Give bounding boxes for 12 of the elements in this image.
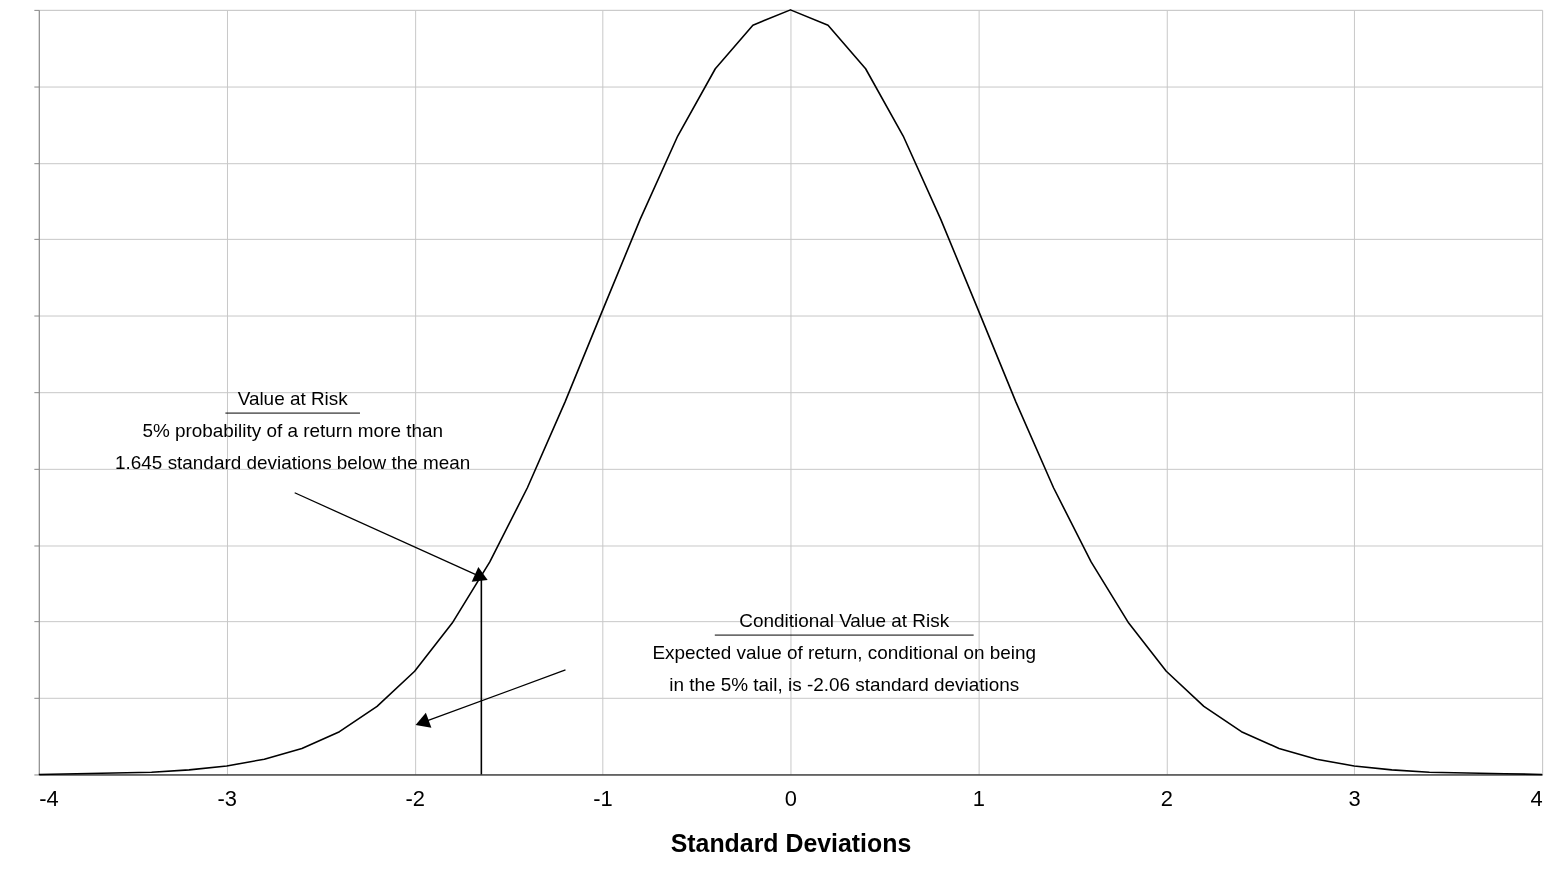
- x-tick-label: -2: [405, 785, 425, 811]
- annotation: Conditional Value at Risk Expected value of return, conditional on being in the 5% tail, is -2.06 standard deviations: [652, 610, 1037, 695]
- x-tick-label: 2: [1160, 785, 1173, 811]
- x-tick-label: 0: [784, 785, 798, 811]
- x-tick-label: -4: [39, 785, 59, 811]
- annotation: Value at Risk 5% probability of a return more than 1.645 standard deviations below the mean: [115, 388, 471, 473]
- x-tick-label: 4: [1530, 785, 1543, 811]
- x-tick-label: -1: [593, 785, 613, 811]
- x-tick-label: 3: [1348, 785, 1361, 811]
- x-tick-label: -3: [217, 785, 237, 811]
- x-tick-label: 1: [972, 785, 985, 811]
- x-axis-title: Standard Deviations: [670, 828, 912, 857]
